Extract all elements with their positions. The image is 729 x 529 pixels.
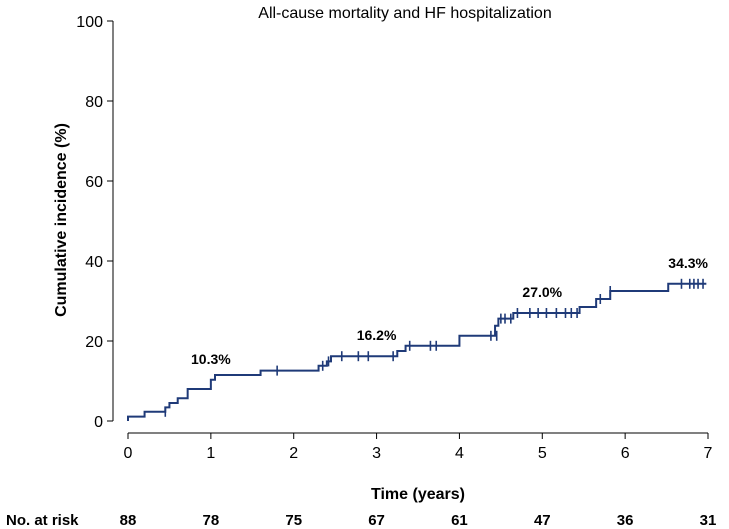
- risk-count: 61: [451, 512, 468, 529]
- x-tick-label: 1: [206, 445, 215, 462]
- y-tick-label: 0: [94, 414, 103, 431]
- y-tick-label: 80: [85, 94, 103, 111]
- risk-table: 88 78 75 67 61 47 36 31: [120, 512, 717, 529]
- y-axis-label: Cumulative incidence (%): [53, 123, 70, 317]
- y-tick-label: 100: [76, 14, 103, 31]
- data-label: 16.2%: [357, 327, 397, 343]
- y-tick-label: 40: [85, 254, 103, 271]
- data-label: 34.3%: [668, 255, 708, 271]
- risk-count: 47: [534, 512, 551, 529]
- axes: 0 20 40 60 80 100 0 1 2 3 4 5 6 7: [76, 14, 712, 462]
- x-tick-label: 3: [372, 445, 381, 462]
- risk-table-label: No. at risk: [6, 512, 79, 529]
- risk-count: 36: [617, 512, 634, 529]
- risk-count: 31: [700, 512, 717, 529]
- x-tick-label: 0: [124, 445, 133, 462]
- risk-count: 78: [203, 512, 220, 529]
- km-curve: [127, 282, 707, 421]
- plot-area: [127, 278, 707, 421]
- data-label: 10.3%: [191, 351, 231, 367]
- chart-title: All-cause mortality and HF hospitalizati…: [258, 5, 551, 22]
- x-tick-label: 7: [704, 445, 713, 462]
- risk-count: 67: [368, 512, 385, 529]
- annotations: 10.3% 16.2% 27.0% 34.3%: [191, 255, 709, 367]
- y-tick-label: 20: [85, 334, 103, 351]
- risk-count: 88: [120, 512, 137, 529]
- risk-count: 75: [285, 512, 302, 529]
- x-tick-label: 6: [621, 445, 630, 462]
- data-label: 27.0%: [522, 284, 562, 300]
- y-tick-label: 60: [85, 174, 103, 191]
- x-tick-label: 4: [455, 445, 464, 462]
- x-tick-label: 5: [538, 445, 547, 462]
- x-axis-label: Time (years): [371, 486, 465, 503]
- x-tick-label: 2: [289, 445, 298, 462]
